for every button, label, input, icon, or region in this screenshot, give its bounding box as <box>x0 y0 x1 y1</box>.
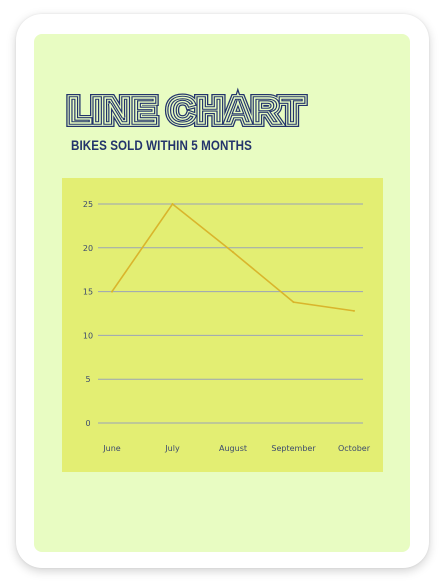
x-tick-label: October <box>338 444 371 453</box>
line-chart: 0 5 10 15 20 25 June July August September October <box>83 200 371 453</box>
x-tick-label: August <box>219 444 247 453</box>
y-tick-label: 5 <box>85 375 90 384</box>
data-point <box>232 251 234 254</box>
data-point <box>292 301 295 304</box>
y-tick-label: 25 <box>83 200 93 209</box>
data-point <box>171 203 174 205</box>
tablet-frame: LINE CHART LINE CHART LINE CHART LINE CH… <box>16 14 429 568</box>
page-title-gap-1: LINE CHART <box>68 90 304 131</box>
page-title: LINE CHART LINE CHART LINE CHART LINE CH… <box>64 86 308 135</box>
y-tick-label: 0 <box>85 419 90 428</box>
y-tick-label: 10 <box>83 331 93 340</box>
x-tick-label: September <box>271 444 316 453</box>
x-tick-label: July <box>164 444 180 453</box>
y-tick-label: 15 <box>83 288 93 297</box>
data-point <box>111 290 113 293</box>
page-title-middle-stroke: LINE CHART <box>68 90 304 131</box>
y-tick-label: 20 <box>83 244 93 253</box>
page-title-gap-2: LINE CHART <box>68 90 304 131</box>
series-line <box>111 202 355 312</box>
x-tick-label: June <box>102 444 121 453</box>
chart-panel: 0 5 10 15 20 25 June July August September October <box>62 178 383 472</box>
chart-card: LINE CHART LINE CHART LINE CHART LINE CH… <box>34 34 410 552</box>
data-point <box>353 309 355 312</box>
chart-subtitle: BIKES SOLD WITHIN 5 MONTHS <box>71 138 252 153</box>
page-title-outer-stroke: LINE CHART <box>68 90 304 131</box>
